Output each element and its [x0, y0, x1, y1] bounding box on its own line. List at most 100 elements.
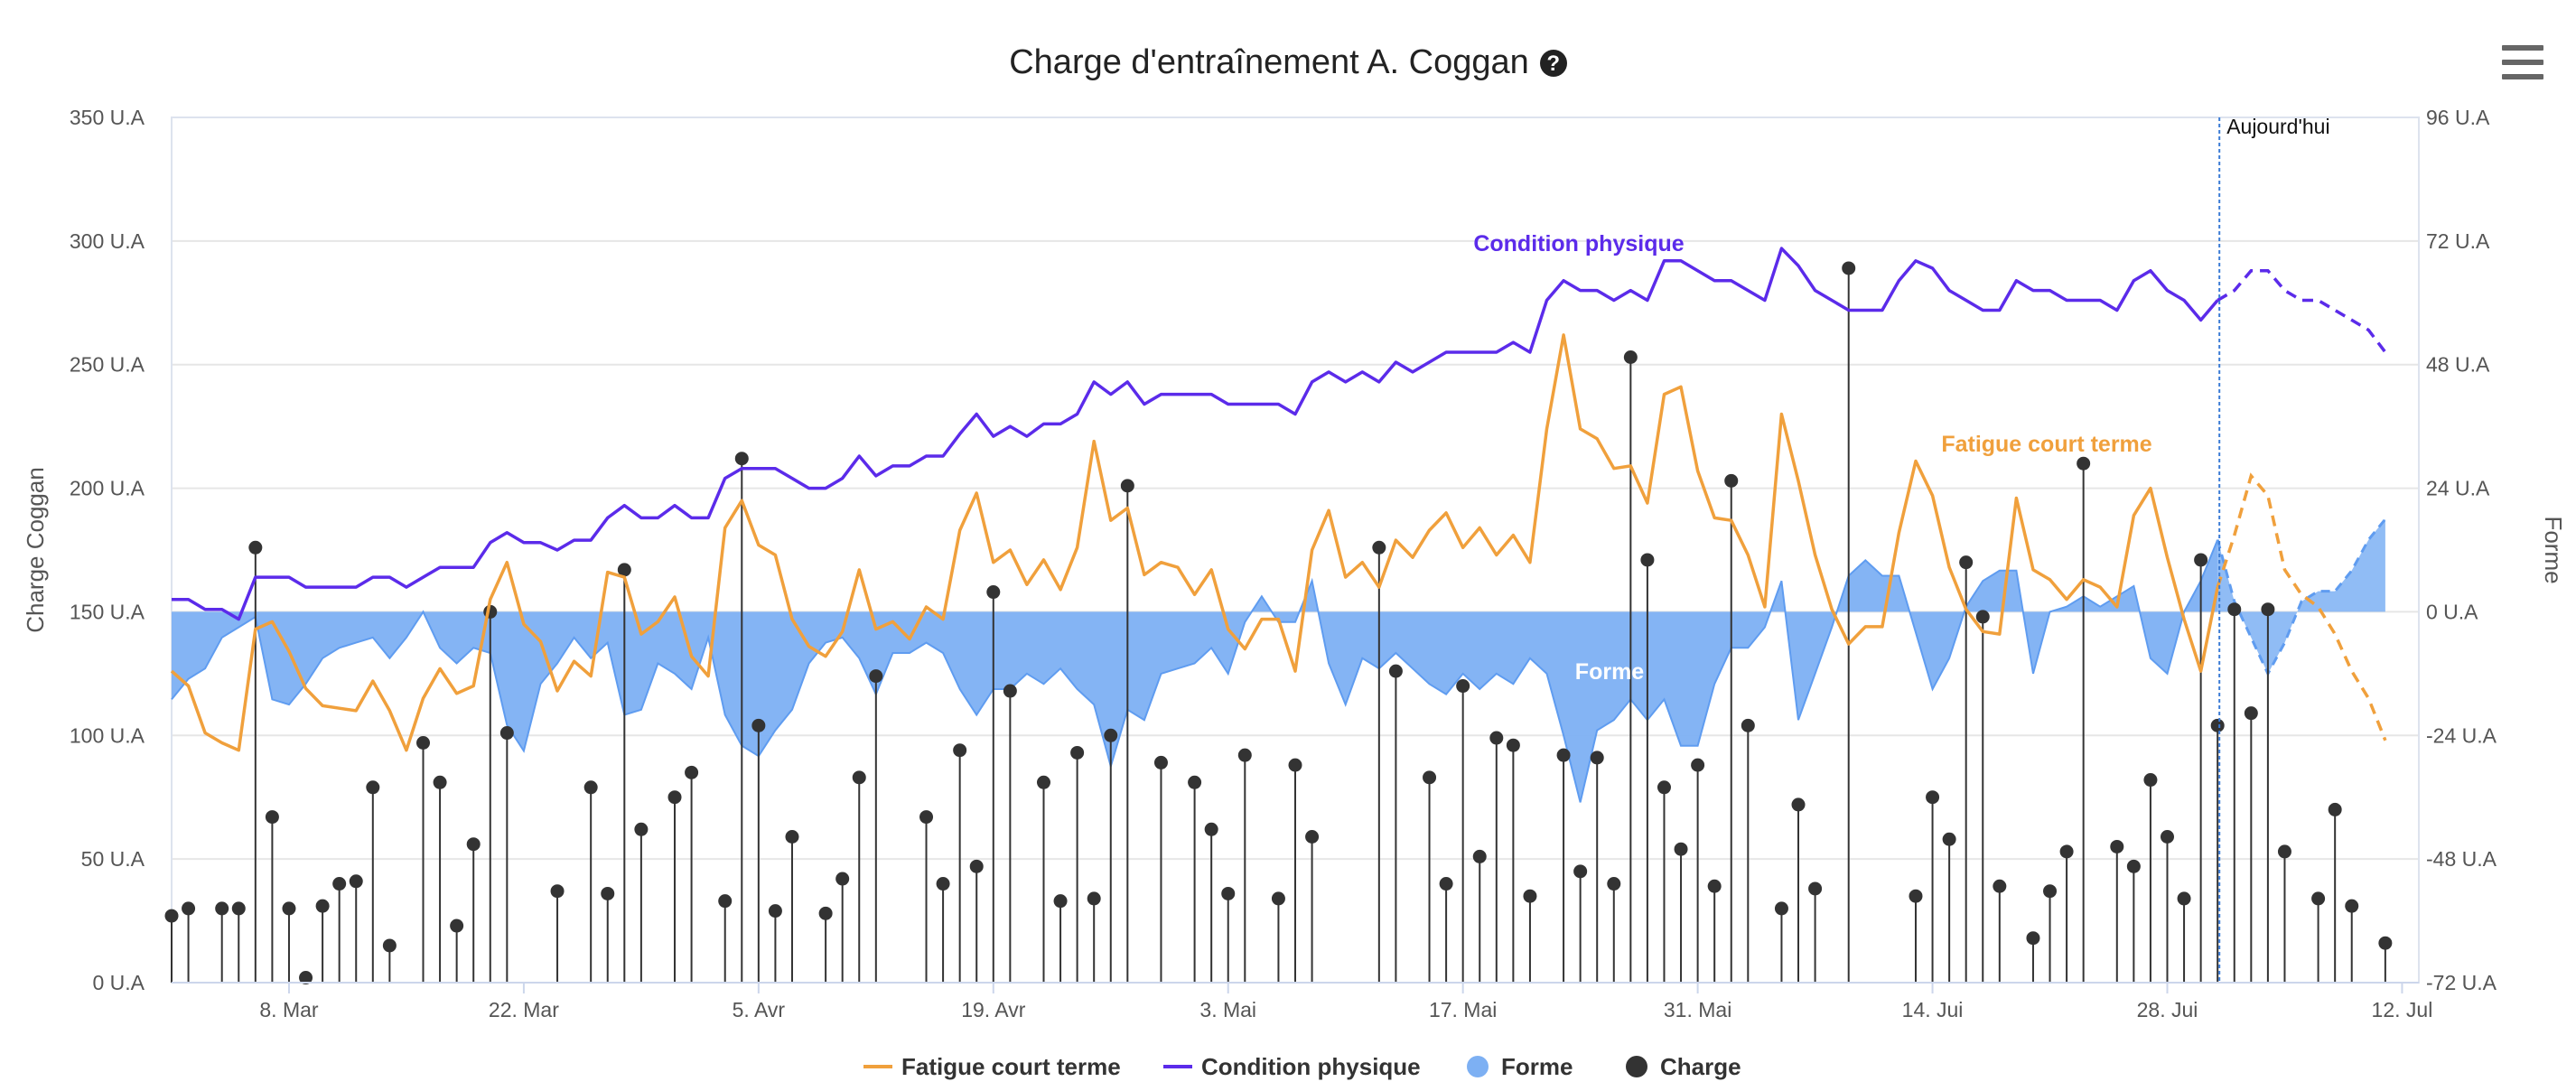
charge-point[interactable] — [1070, 745, 1085, 760]
charge-point[interactable] — [583, 780, 598, 795]
charge-point[interactable] — [2160, 830, 2174, 844]
charge-point[interactable] — [936, 877, 950, 891]
charge-point[interactable] — [1674, 842, 1688, 856]
charge-point[interactable] — [818, 906, 833, 920]
charge-point[interactable] — [1909, 889, 1923, 903]
charge-point[interactable] — [1003, 684, 1017, 698]
charge-point[interactable] — [835, 872, 850, 886]
charge-point[interactable] — [1372, 540, 1386, 555]
charge-point[interactable] — [2026, 931, 2040, 946]
charge-point[interactable] — [2261, 602, 2275, 617]
charge-point[interactable] — [768, 904, 782, 918]
charge-point[interactable] — [1691, 758, 1705, 772]
charge-point[interactable] — [215, 901, 229, 916]
legend-item-forme[interactable]: Forme — [1467, 1053, 1573, 1080]
charge-point[interactable] — [2227, 602, 2242, 617]
charge-point[interactable] — [953, 743, 967, 758]
charge-point[interactable] — [1623, 350, 1638, 365]
question-circle-icon[interactable]: ? — [1539, 50, 1567, 77]
charge-point[interactable] — [751, 718, 766, 732]
charge-point[interactable] — [2378, 936, 2393, 950]
charge-point[interactable] — [416, 735, 431, 750]
charge-point[interactable] — [1489, 731, 1504, 745]
charge-point[interactable] — [349, 874, 363, 889]
charge-point[interactable] — [466, 837, 481, 852]
charge-point[interactable] — [499, 726, 514, 741]
charge-point[interactable] — [1472, 849, 1487, 863]
charge-point[interactable] — [1573, 864, 1588, 879]
charge-point[interactable] — [869, 669, 883, 684]
charge-point[interactable] — [1204, 822, 1218, 836]
charge-point[interactable] — [182, 901, 196, 916]
charge-point[interactable] — [1556, 748, 1571, 762]
legend-item-fatigue-court-terme[interactable]: Fatigue court terme — [863, 1053, 1121, 1080]
charge-point[interactable] — [382, 938, 397, 953]
charge-point[interactable] — [601, 886, 615, 900]
charge-point[interactable] — [919, 810, 934, 825]
charge-point[interactable] — [315, 899, 330, 913]
legend-item-condition-physique[interactable]: Condition physique — [1163, 1053, 1421, 1080]
charge-point[interactable] — [1808, 881, 1823, 896]
charge-point[interactable] — [1523, 889, 1537, 903]
charge-point[interactable] — [2059, 844, 2074, 859]
charge-point[interactable] — [265, 810, 279, 825]
charge-point[interactable] — [2110, 839, 2124, 853]
charge-point[interactable] — [1188, 775, 1202, 789]
charge-point[interactable] — [734, 452, 749, 466]
charge-point[interactable] — [299, 971, 313, 985]
charge-point[interactable] — [852, 770, 866, 785]
charge-point[interactable] — [1439, 877, 1453, 891]
charge-point[interactable] — [2043, 884, 2058, 899]
charge-point[interactable] — [2244, 706, 2258, 721]
charge-point[interactable] — [2177, 891, 2191, 906]
charge-point[interactable] — [433, 775, 447, 789]
charge-point[interactable] — [332, 877, 347, 891]
charge-point[interactable] — [1120, 479, 1134, 493]
legend-item-charge[interactable]: Charge — [1626, 1053, 1741, 1080]
charge-point[interactable] — [634, 822, 649, 836]
charge-point[interactable] — [1607, 877, 1621, 891]
charge-point[interactable] — [1153, 755, 1168, 769]
charge-point[interactable] — [2126, 859, 2141, 873]
charge-point[interactable] — [1640, 553, 1655, 567]
charge-point[interactable] — [450, 918, 464, 933]
charge-point[interactable] — [1036, 775, 1050, 789]
charge-point[interactable] — [986, 585, 1001, 600]
charge-point[interactable] — [1791, 797, 1806, 812]
charge-point[interactable] — [718, 894, 733, 909]
charge-point[interactable] — [550, 884, 565, 899]
charge-point[interactable] — [1221, 886, 1236, 900]
charge-point[interactable] — [1456, 679, 1470, 694]
charge-point[interactable] — [969, 859, 984, 873]
charge-point[interactable] — [1271, 891, 1285, 906]
charge-point[interactable] — [2277, 844, 2291, 859]
charge-point[interactable] — [1942, 832, 1956, 846]
charge-point[interactable] — [2328, 802, 2342, 816]
charge-point[interactable] — [1423, 770, 1437, 785]
charge-point[interactable] — [2345, 899, 2359, 913]
charge-point[interactable] — [1741, 718, 1755, 732]
charge-point[interactable] — [1053, 894, 1068, 909]
charge-point[interactable] — [2311, 891, 2326, 906]
charge-point[interactable] — [282, 901, 296, 916]
charge-point[interactable] — [1288, 758, 1302, 772]
charge-point[interactable] — [366, 780, 380, 795]
charge-point[interactable] — [1993, 879, 2007, 893]
charge-point[interactable] — [1506, 738, 1520, 752]
charge-point[interactable] — [2194, 553, 2208, 567]
charge-point[interactable] — [248, 540, 263, 555]
charge-point[interactable] — [1087, 891, 1101, 906]
chart-menu-button[interactable] — [2502, 45, 2543, 85]
charge-point[interactable] — [1237, 748, 1252, 762]
charge-point[interactable] — [1842, 261, 1856, 275]
charge-point[interactable] — [685, 765, 699, 779]
charge-point[interactable] — [2210, 718, 2225, 732]
charge-point[interactable] — [2143, 773, 2158, 788]
charge-point[interactable] — [1388, 664, 1403, 678]
charge-point[interactable] — [1959, 555, 1974, 570]
charge-point[interactable] — [231, 901, 246, 916]
charge-point[interactable] — [2077, 456, 2091, 471]
charge-point[interactable] — [1707, 879, 1722, 893]
charge-point[interactable] — [617, 563, 631, 577]
charge-point[interactable] — [1926, 790, 1940, 805]
